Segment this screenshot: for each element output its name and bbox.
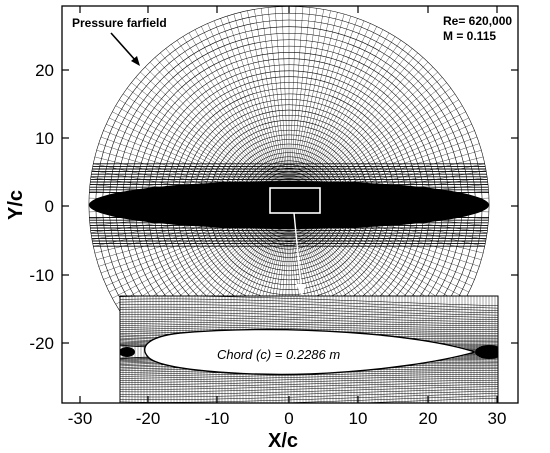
- mesh-spoke: [194, 29, 290, 206]
- x-tick-label-6: 30: [488, 409, 507, 428]
- mesh-spoke: [288, 6, 304, 206]
- inset-trailing-edge-cluster: [475, 345, 498, 359]
- y-tick-label-4: -20: [29, 334, 54, 353]
- x-tick-label-4: 10: [349, 409, 368, 428]
- inset-leading-edge-cluster: [120, 347, 135, 357]
- mesh-spoke: [165, 48, 290, 206]
- mesh-spoke: [288, 9, 324, 206]
- mesh-spoke: [188, 32, 290, 206]
- mesh-spoke: [247, 10, 290, 206]
- mesh-spoke: [176, 40, 290, 206]
- mesh-spoke: [213, 20, 290, 206]
- mesh-spoke: [288, 57, 424, 206]
- mesh-spoke: [154, 57, 290, 206]
- wake-refinement-band: [88, 163, 490, 247]
- y-axis-title: Y/c: [5, 190, 27, 220]
- mesh-spoke: [288, 48, 413, 206]
- reynolds-label: Re= 620,000: [443, 14, 512, 28]
- inset-curve-line: [120, 304, 498, 314]
- mesh-spoke: [288, 16, 352, 206]
- inset-curve-line: [120, 390, 498, 400]
- x-tick-label-3: 0: [284, 409, 293, 428]
- mesh-spoke: [254, 9, 290, 206]
- inset-curve-line: [120, 296, 498, 306]
- mesh-spoke: [288, 12, 338, 206]
- plot-frame: [61, 5, 519, 404]
- x-tick-label-0: -30: [68, 409, 93, 428]
- inset-curve-line: [120, 306, 498, 316]
- inset-curve-line: [120, 301, 498, 311]
- inset-curve-line: [120, 379, 498, 388]
- inset-curve-line: [120, 373, 498, 381]
- zoom-region-box: [269, 187, 321, 214]
- airfoil-shape: [144, 328, 478, 376]
- mesh-spoke: [267, 7, 290, 206]
- airfoil-inset: Chord (c) = 0.2286 m: [119, 295, 499, 404]
- inset-curve-line: [120, 375, 498, 383]
- mesh-spoke: [226, 16, 290, 206]
- y-tick-label-3: -10: [29, 266, 54, 285]
- inset-curve-line: [120, 316, 498, 325]
- inset-curve-line: [120, 309, 498, 318]
- chord-label: Chord (c) = 0.2286 m: [217, 347, 340, 362]
- mach-label: M = 0.115: [443, 29, 496, 43]
- inset-curve-line: [120, 377, 498, 386]
- inset-curve-line: [120, 325, 498, 332]
- mesh-spoke: [288, 32, 390, 206]
- mesh-spoke: [274, 6, 290, 206]
- inset-curve-line: [120, 386, 498, 395]
- mesh-spoke: [288, 6, 297, 206]
- mesh-spoke: [288, 20, 365, 206]
- mesh-spoke: [288, 29, 384, 206]
- mesh-spoke: [260, 8, 290, 206]
- mesh-spoke: [288, 7, 311, 206]
- inset-curve-line: [120, 393, 498, 403]
- x-axis-title: X/c: [268, 430, 298, 452]
- mesh-spoke: [233, 13, 290, 206]
- mesh-spoke: [288, 26, 377, 206]
- y-tick-label-1: 10: [35, 129, 54, 148]
- x-tick-label-5: 20: [419, 409, 438, 428]
- mesh-spoke: [171, 44, 290, 206]
- y-tick-label-0: 20: [35, 61, 54, 80]
- mesh-spoke: [201, 26, 290, 206]
- inset-curve-line: [120, 382, 498, 390]
- farfield-arrow-head: [131, 56, 140, 66]
- y-tick-label-2: 0: [45, 197, 54, 216]
- mesh-spoke: [288, 40, 402, 206]
- inset-curve-line: [120, 388, 498, 398]
- mesh-spoke: [288, 44, 407, 206]
- mesh-spoke: [288, 13, 345, 206]
- mesh-spoke: [288, 23, 371, 206]
- inset-curve-line: [354, 398, 498, 403]
- y-axis-ticks: [62, 69, 518, 344]
- inset-curve-line: [120, 372, 498, 379]
- mesh-spoke: [288, 8, 318, 206]
- inset-curve-line: [120, 311, 498, 320]
- inset-curve-line: [120, 323, 498, 331]
- farfield-label: Pressure farfield: [72, 16, 167, 30]
- inset-curve-line: [120, 314, 498, 322]
- inset-curve-line: [120, 321, 498, 329]
- mesh-spoke: [240, 12, 290, 206]
- mesh-spoke: [288, 10, 331, 206]
- inset-curve-line: [120, 384, 498, 393]
- x-tick-label-1: -20: [136, 409, 161, 428]
- zoom-arrow-head: [296, 284, 306, 296]
- x-axis-ticks: [79, 6, 498, 403]
- inset-curve-line: [271, 395, 498, 403]
- inset-curve-line: [120, 318, 498, 327]
- mesh-spoke: [207, 23, 290, 206]
- zoom-arrow-line: [293, 212, 302, 286]
- farfield-arrow: [110, 32, 137, 62]
- inset-curve-line: [120, 298, 498, 309]
- x-tick-label-2: -10: [205, 409, 230, 428]
- mesh-spoke: [281, 6, 290, 206]
